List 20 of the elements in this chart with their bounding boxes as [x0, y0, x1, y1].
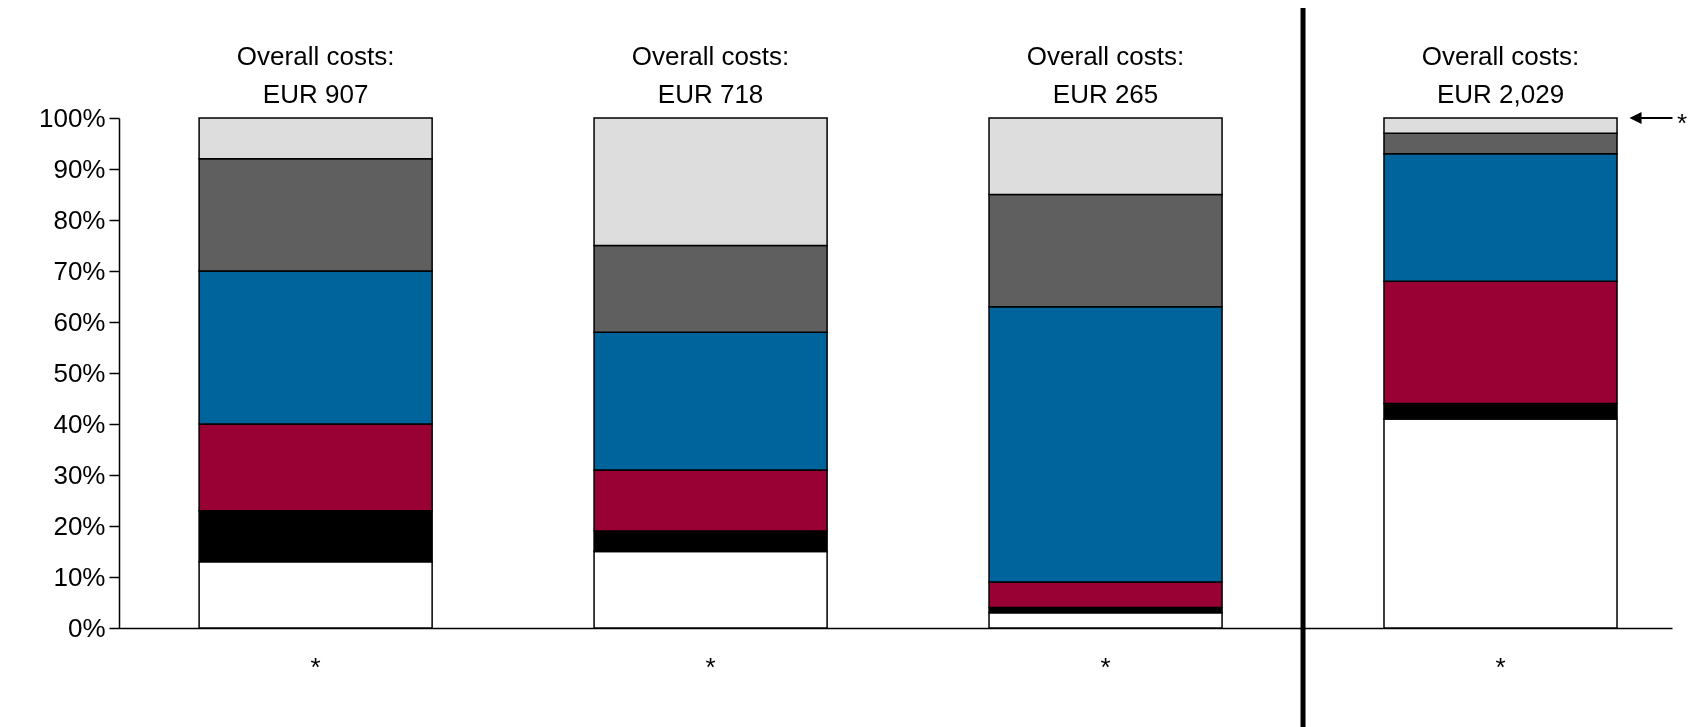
- y-tick-label: 10%: [53, 561, 106, 592]
- y-tick-label: 60%: [53, 306, 106, 337]
- x-tick-label: *: [310, 651, 321, 682]
- total-label: Overall costs: EUR 265: [1026, 41, 1185, 109]
- text: *: [1677, 108, 1688, 138]
- y-tick-label: 30%: [53, 459, 106, 490]
- x-tick-label: *: [705, 651, 716, 682]
- y-tick-label: 80%: [53, 204, 106, 235]
- total-label: Overall costs: EUR 907: [236, 41, 395, 109]
- y-tick-label: 20%: [53, 510, 106, 541]
- y-tick-label: 70%: [53, 255, 106, 286]
- x-tick-label: *: [1495, 651, 1506, 682]
- y-tick-label: 100%: [39, 102, 106, 133]
- y-tick-label: 40%: [53, 408, 106, 439]
- y-tick-label: 90%: [53, 153, 106, 184]
- total-label: Overall costs: EUR 718: [631, 41, 790, 109]
- y-tick-label: 50%: [53, 357, 106, 388]
- total-label: Overall costs: EUR 2,029: [1421, 41, 1580, 109]
- x-tick-label: *: [1100, 651, 1111, 682]
- y-tick-label: 0%: [67, 612, 106, 643]
